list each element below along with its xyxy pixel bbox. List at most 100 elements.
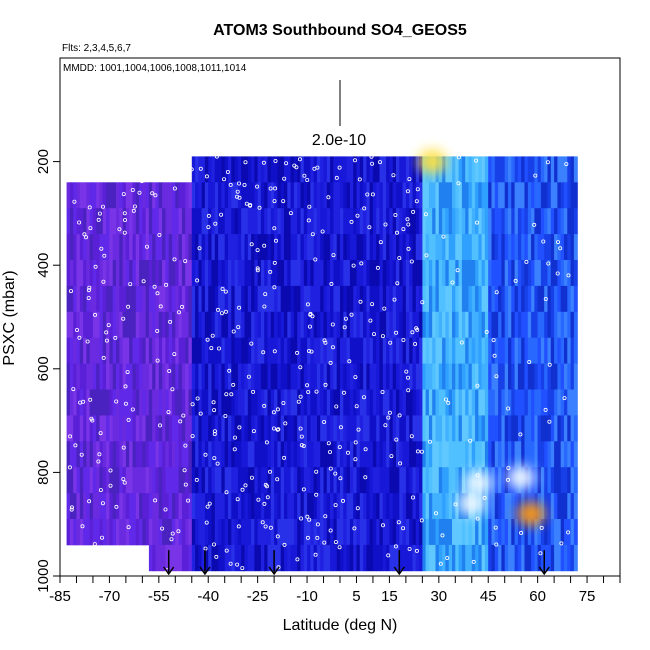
heatmap-cell: [511, 285, 516, 313]
heatmap-cell: [547, 493, 552, 520]
heatmap-cell: [155, 285, 160, 313]
heatmap-cell: [158, 519, 163, 546]
heatmap-cell: [228, 208, 232, 235]
heatmap-cell: [504, 182, 509, 209]
heatmap-cell: [297, 182, 302, 209]
heatmap-cell: [122, 493, 127, 520]
heatmap-cell: [382, 519, 387, 546]
track-point: [433, 511, 438, 516]
heatmap-cell: [382, 415, 387, 442]
heatmap-cell: [122, 260, 127, 287]
heatmap-cell: [346, 415, 351, 442]
heatmap-cell: [534, 260, 539, 287]
heatmap-cell: [122, 234, 127, 261]
heatmap-cell: [560, 363, 565, 390]
heatmap-cell: [155, 363, 160, 390]
heatmap-cell: [139, 415, 143, 442]
heatmap-cell: [468, 363, 473, 390]
heatmap-cell: [554, 519, 558, 546]
heatmap-cell: [148, 260, 153, 287]
heatmap-cell: [531, 208, 535, 235]
heatmap-cell: [564, 467, 568, 494]
heatmap-cell: [287, 415, 292, 442]
heatmap-cell: [511, 182, 516, 209]
heatmap-cell: [376, 415, 381, 442]
heatmap-cell: [237, 208, 242, 235]
heatmap-cell: [145, 285, 150, 313]
heatmap-cell: [109, 363, 114, 390]
heatmap-cell: [412, 544, 417, 572]
heatmap-cell: [201, 260, 206, 287]
heatmap-cell: [86, 208, 91, 235]
heatmap-cell: [524, 544, 529, 572]
track-point: [90, 418, 95, 423]
heatmap-cell: [267, 363, 272, 390]
track-point: [273, 186, 278, 191]
track-point: [351, 263, 356, 268]
heatmap-cell: [99, 363, 104, 390]
heatmap-cell: [73, 519, 78, 546]
heatmap-cell: [399, 363, 404, 390]
heatmap-cell: [428, 363, 433, 390]
heatmap-cell: [208, 519, 213, 546]
heatmap-cell: [369, 519, 374, 546]
heatmap-cell: [89, 363, 94, 390]
heatmap-cell: [330, 389, 334, 416]
heatmap-cell: [214, 337, 219, 364]
heatmap-cell: [501, 208, 506, 235]
heatmap-cell: [511, 389, 516, 416]
heatmap-cell: [412, 208, 417, 235]
track-point: [97, 211, 102, 216]
track-point: [474, 220, 479, 225]
heatmap-cell: [386, 389, 390, 416]
heatmap-cell: [181, 363, 186, 390]
track-point: [231, 329, 236, 334]
heatmap-cell: [356, 544, 361, 572]
heatmap-cell: [514, 389, 519, 416]
heatmap-cell: [326, 363, 331, 390]
track-point: [219, 212, 224, 217]
heatmap-cell: [336, 519, 341, 546]
heatmap-cell: [540, 337, 545, 364]
heatmap-cell: [178, 363, 183, 390]
heatmap-cell: [564, 441, 568, 468]
heatmap-cell: [162, 311, 166, 339]
heatmap-cell: [237, 389, 242, 416]
heatmap-cell: [511, 337, 516, 364]
heatmap-cell: [293, 182, 298, 209]
heatmap-cell: [96, 467, 101, 494]
track-point: [322, 540, 327, 545]
track-point: [92, 542, 97, 547]
heatmap-cell: [353, 285, 358, 313]
heatmap-cell: [396, 363, 400, 390]
heatmap-cell: [438, 415, 443, 442]
heatmap-cell: [208, 363, 213, 390]
track-point: [518, 432, 523, 437]
heatmap-cell: [349, 467, 354, 494]
heatmap-cell: [468, 234, 473, 261]
heatmap-cell: [162, 493, 166, 520]
heatmap-cell: [122, 311, 127, 339]
heatmap-cell: [475, 337, 479, 364]
heatmap-cell: [185, 208, 190, 235]
heatmap-cell: [284, 544, 288, 572]
heatmap-cell: [386, 544, 390, 572]
heatmap-cell: [340, 156, 344, 183]
heatmap-cell: [211, 156, 216, 183]
heatmap-cell: [461, 415, 466, 442]
heatmap-cell: [145, 467, 150, 494]
heatmap-cell: [270, 208, 275, 235]
heatmap-cell: [471, 182, 476, 209]
heatmap-cell: [89, 441, 94, 468]
heatmap-cell: [280, 337, 285, 364]
track-point: [220, 286, 225, 291]
heatmap-cell: [422, 260, 427, 287]
heatmap-cell: [573, 415, 578, 442]
track-point: [82, 232, 87, 237]
heatmap-cell: [135, 208, 140, 235]
heatmap-cell: [106, 415, 110, 442]
heatmap-cell: [540, 519, 545, 546]
track-point: [205, 504, 210, 509]
track-point: [555, 271, 560, 276]
heatmap-cell: [165, 208, 170, 235]
